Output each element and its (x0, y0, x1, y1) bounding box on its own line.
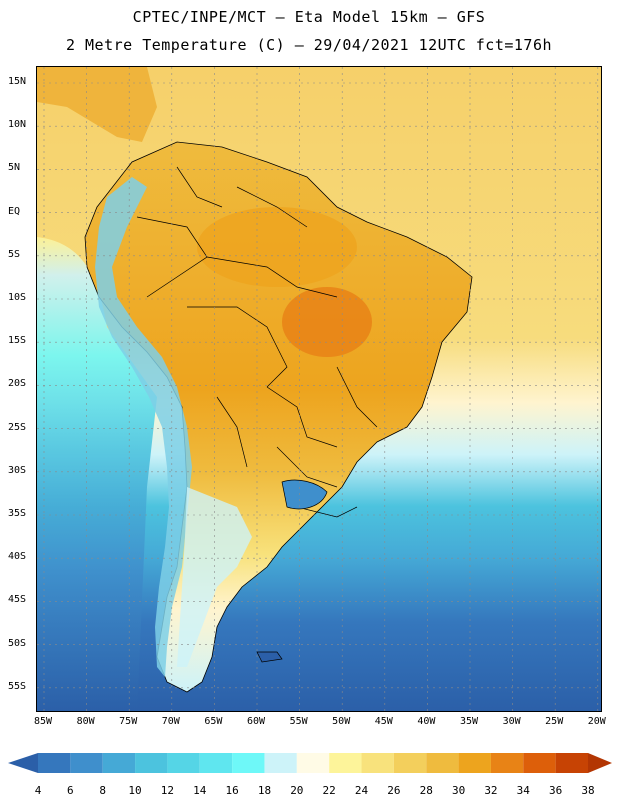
colorbar-right-arrow (588, 753, 612, 773)
lon-label: 60W (246, 716, 266, 727)
colorbar-bin (329, 753, 362, 773)
central-america (37, 67, 157, 142)
lon-label: 25W (545, 716, 564, 727)
country-borders (136, 166, 378, 518)
colorbar-bin (523, 753, 556, 773)
lon-label: 40W (417, 716, 436, 727)
lat-label: 5S (8, 248, 21, 260)
lon-label: 70W (161, 716, 180, 727)
lat-label: 25S (8, 421, 27, 433)
colorbar-bin (490, 753, 524, 773)
lon-label: 80W (76, 716, 95, 727)
lon-label: 55W (289, 716, 308, 727)
colorbar-left-arrow (8, 753, 38, 773)
colorbar-bin (555, 753, 588, 773)
colorbar-bin (361, 753, 394, 773)
colorbar-label: 4 (34, 784, 42, 797)
colorbar-label: 38 (581, 784, 595, 797)
colorbar-bin (38, 753, 71, 773)
colorbar-label: 22 (322, 784, 336, 797)
lat-label: 40S (8, 551, 27, 563)
colorbar-label: 32 (484, 784, 498, 797)
lat-label: 55S (8, 680, 27, 692)
colorbar-label: 24 (354, 784, 369, 797)
colorbar-label: 30 (451, 784, 466, 797)
graticule (37, 67, 601, 711)
colorbar-label: 36 (549, 784, 563, 797)
temperature-map (36, 66, 602, 712)
colorbar-label: 26 (387, 784, 401, 797)
colorbar-label: 10 (128, 784, 142, 797)
colorbar-bin (393, 753, 427, 773)
lat-label: 30S (8, 464, 27, 476)
lon-label: 45W (374, 716, 393, 727)
colorbar-label: 16 (225, 784, 239, 797)
colorbar-bin (296, 753, 330, 773)
colorbar-bin (458, 753, 491, 773)
andes-cold-strip (95, 177, 192, 677)
colorbar-bin (232, 753, 265, 773)
colorbar-label: 8 (99, 784, 107, 797)
lon-label: 35W (459, 716, 479, 727)
temperature-colorbar (0, 748, 618, 800)
lon-label: 50W (332, 716, 351, 727)
colorbar-bin (102, 753, 136, 773)
lat-label: 10N (8, 119, 27, 131)
lon-label: 85W (33, 716, 53, 727)
lon-label: 20W (587, 716, 606, 727)
lat-label: 5N (8, 162, 21, 174)
lat-label: 15S (8, 335, 27, 347)
colorbar-bin (199, 753, 233, 773)
colorbar-bin (167, 753, 200, 773)
lat-label: 50S (8, 637, 27, 649)
colorbar-bin (426, 753, 459, 773)
lat-label: 45S (8, 594, 27, 606)
colorbar-bin (135, 753, 168, 773)
falkland-islands (256, 651, 283, 663)
hot-core-amazon (197, 207, 357, 287)
lon-label: 65W (204, 716, 223, 727)
rio-de-la-plata (281, 479, 328, 510)
lat-label: 35S (8, 508, 27, 519)
lat-label: 15N (8, 76, 27, 87)
hot-core-central (282, 287, 372, 357)
colorbar-label: 6 (67, 784, 74, 797)
lat-label: 20S (8, 378, 27, 390)
lat-label: 10S (8, 292, 27, 303)
colorbar-label: 20 (290, 784, 304, 797)
colorbar-label: 18 (257, 784, 272, 797)
colorbar-label: 14 (193, 784, 207, 797)
lon-label: 75W (119, 716, 138, 727)
colorbar-label: 12 (160, 784, 175, 797)
lat-label: EQ (8, 205, 21, 217)
colorbar-bin (264, 753, 297, 773)
colorbar-label: 34 (516, 784, 530, 797)
lon-label: 30W (502, 716, 521, 727)
map-title-line1: CPTEC/INPE/MCT – Eta Model 15km – GFS (132, 8, 486, 26)
colorbar-bin (70, 753, 103, 773)
colorbar-label: 28 (419, 784, 433, 797)
map-title-line2: 2 Metre Temperature (C) – 29/04/2021 12U… (65, 36, 553, 54)
